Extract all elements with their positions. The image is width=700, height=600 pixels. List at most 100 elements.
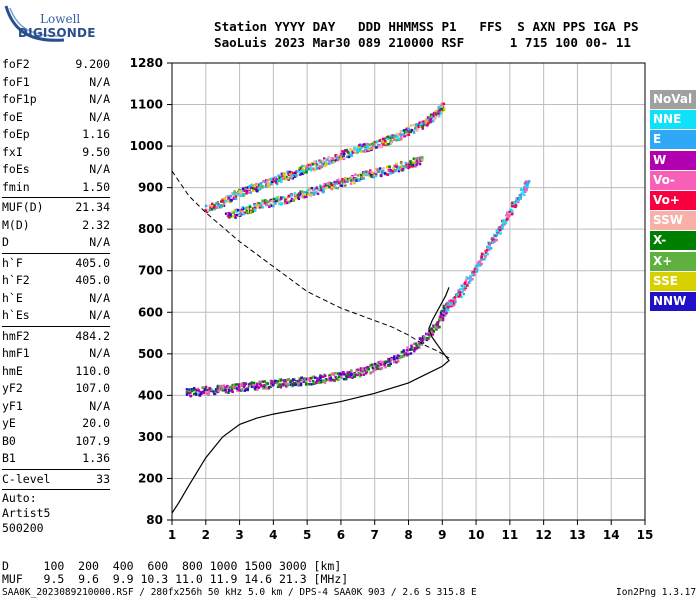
echo-point xyxy=(216,388,219,392)
echo-point xyxy=(334,186,338,190)
echo-point xyxy=(246,206,249,209)
electron-density-profile xyxy=(171,287,450,514)
echo-point xyxy=(272,197,276,201)
file-info: SAA0K_2023089210000.RSF / 280fx256h 50 k… xyxy=(2,587,477,598)
echo-point xyxy=(248,187,251,191)
echo-point xyxy=(493,233,496,237)
echo-point xyxy=(366,144,369,148)
echo-point xyxy=(377,361,380,364)
echo-point xyxy=(407,126,410,129)
echo-point xyxy=(405,352,408,355)
echo-point xyxy=(243,211,246,214)
echo-point xyxy=(256,382,259,386)
echo-point xyxy=(229,194,233,198)
echo-point xyxy=(203,388,207,392)
echo-point xyxy=(295,174,298,177)
echo-point xyxy=(249,186,253,190)
echo-point xyxy=(519,187,523,191)
echo-point xyxy=(276,180,280,183)
echo-point xyxy=(249,191,253,194)
echo-point xyxy=(202,391,206,395)
echo-point xyxy=(399,138,403,141)
echo-point xyxy=(280,172,284,176)
echo-point xyxy=(421,124,424,128)
echo-point xyxy=(263,380,266,383)
legend: NoVal NNE E W Vo- Vo+ SSW X- X+ SSE NNW xyxy=(650,90,696,312)
echo-point xyxy=(464,279,468,282)
echo-point xyxy=(510,210,514,213)
param-row: hmE 110.0 xyxy=(2,363,110,381)
legend-item: NNW xyxy=(650,291,696,311)
echo-point xyxy=(399,133,403,136)
echo-point xyxy=(301,164,304,168)
echo-point xyxy=(278,179,281,182)
param-name: MUF(D) xyxy=(2,200,44,214)
echo-point xyxy=(305,170,308,174)
echo-point xyxy=(305,165,309,168)
echo-point xyxy=(215,206,218,209)
echo-point xyxy=(263,384,266,387)
echo-point xyxy=(389,172,393,175)
echo-point xyxy=(283,172,286,175)
echo-point xyxy=(196,387,200,391)
echo-point xyxy=(374,173,378,176)
echo-point xyxy=(382,143,385,146)
echo-point xyxy=(329,377,332,380)
param-name: C-level xyxy=(2,471,51,486)
echo-point xyxy=(405,164,408,167)
echo-point xyxy=(345,148,348,152)
echo-point xyxy=(371,370,375,373)
x-tick-label: 6 xyxy=(337,528,345,542)
echo-point xyxy=(396,359,400,362)
echo-point xyxy=(240,212,243,216)
param-value: 33 xyxy=(96,471,110,486)
legend-item: X- xyxy=(650,231,696,251)
echo-point xyxy=(298,166,301,170)
echo-point xyxy=(298,377,301,380)
echo-point xyxy=(343,149,347,152)
echo-point xyxy=(339,372,343,376)
echo-point xyxy=(186,391,189,394)
echo-point xyxy=(314,190,318,194)
echo-point xyxy=(473,267,477,271)
echo-point xyxy=(246,186,250,189)
echo-point xyxy=(442,311,445,315)
echo-point xyxy=(192,392,196,396)
echo-point xyxy=(249,382,253,386)
echo-point xyxy=(288,170,292,174)
echo-point xyxy=(350,372,353,376)
echo-point xyxy=(270,179,274,182)
echo-point xyxy=(406,129,409,132)
echo-point xyxy=(296,169,300,173)
param-value: N/A xyxy=(89,235,110,249)
echo-point xyxy=(350,152,354,155)
echo-point xyxy=(431,119,435,123)
echo-point xyxy=(395,132,399,136)
echo-point xyxy=(256,201,259,205)
echo-point xyxy=(429,117,433,121)
y-tick-label: 900 xyxy=(138,181,163,195)
echo-point xyxy=(241,383,245,386)
echo-point xyxy=(218,384,221,388)
echo-point xyxy=(505,213,508,217)
echo-point xyxy=(524,190,527,193)
echo-point xyxy=(403,134,406,138)
echo-point xyxy=(439,313,443,317)
echo-point xyxy=(396,135,399,139)
echo-point xyxy=(385,173,389,176)
echo-point xyxy=(412,342,416,346)
header-values: SaoLuis 2023 Mar30 089 210000 RSF 1 715 … xyxy=(214,35,632,50)
auto-scaling-line2: Artist5 xyxy=(2,506,51,520)
echo-point xyxy=(310,193,314,196)
echo-point xyxy=(386,137,389,141)
echo-point xyxy=(353,149,356,153)
echo-point xyxy=(404,161,408,165)
echo-point xyxy=(525,182,529,186)
echo-point xyxy=(353,375,357,378)
echo-point xyxy=(333,182,336,186)
echo-point xyxy=(247,210,251,214)
echo-point xyxy=(297,193,300,197)
echo-point xyxy=(222,388,225,392)
echo-point xyxy=(438,325,441,329)
echo-point xyxy=(280,180,283,183)
